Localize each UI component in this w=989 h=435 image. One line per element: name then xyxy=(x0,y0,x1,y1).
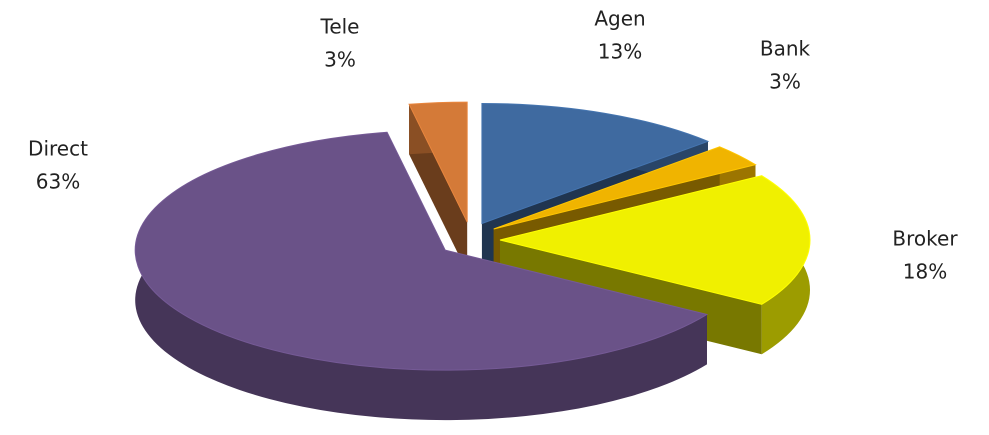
slice xyxy=(499,175,811,305)
data-label-value: 13% xyxy=(598,40,642,64)
slice xyxy=(493,146,757,230)
data-label-name: Tele xyxy=(320,15,360,39)
slice xyxy=(134,131,709,371)
data-label-name: Bank xyxy=(760,37,811,61)
data-label-name: Broker xyxy=(892,227,958,251)
data-label-name: Direct xyxy=(28,137,88,161)
data-label-value: 3% xyxy=(769,70,801,94)
slice xyxy=(408,101,468,223)
data-label-value: 3% xyxy=(324,48,356,72)
data-label-value: 63% xyxy=(36,170,80,194)
slice xyxy=(481,102,710,225)
data-label-name: Agen xyxy=(594,7,645,31)
data-label-value: 18% xyxy=(903,260,947,284)
